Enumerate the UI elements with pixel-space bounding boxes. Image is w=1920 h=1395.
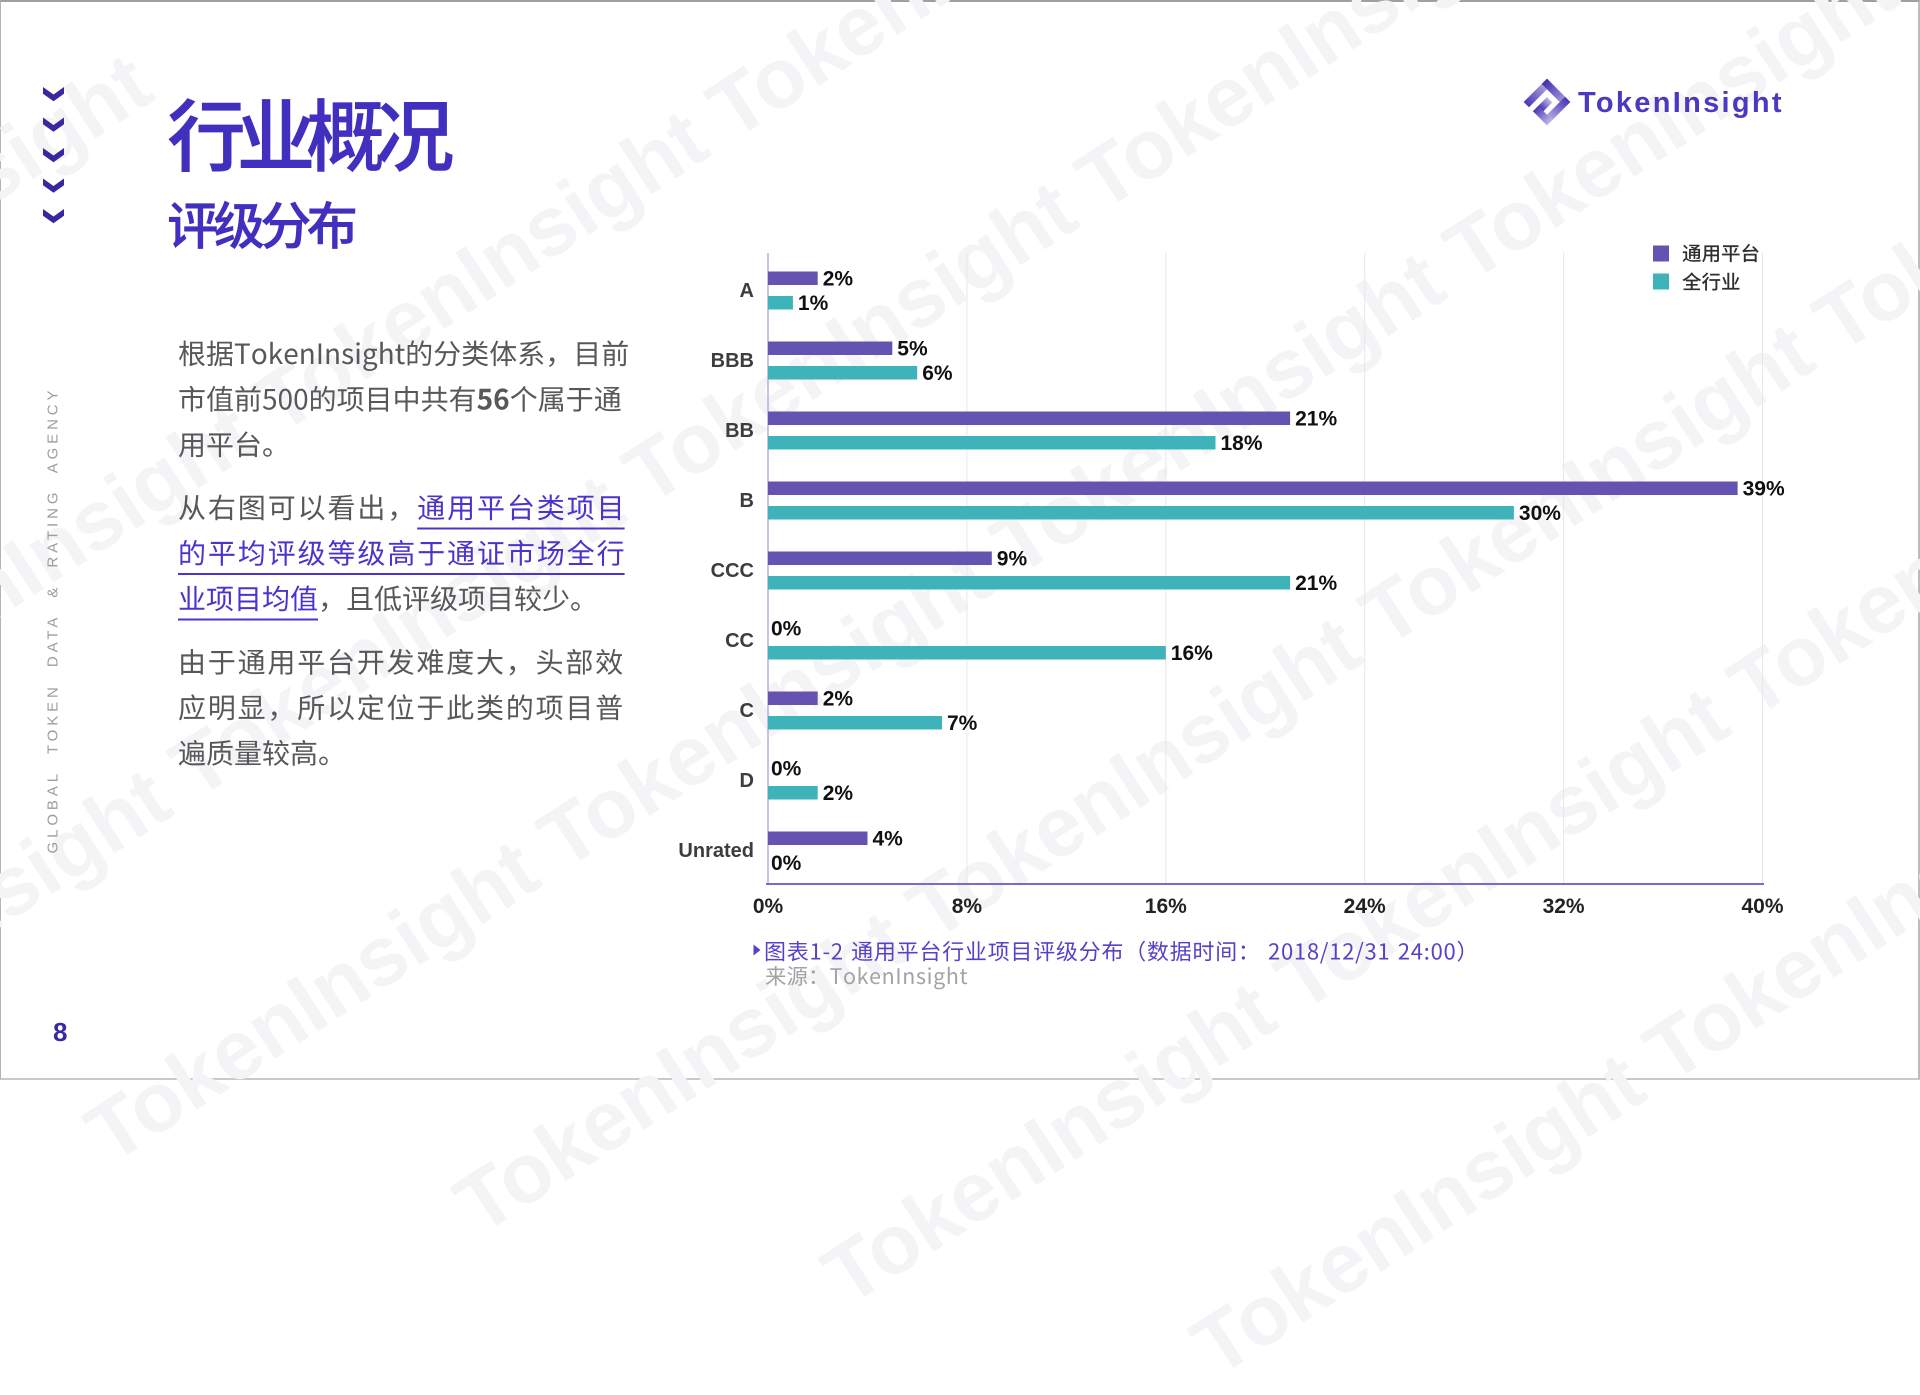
svg-text:0%: 0% <box>771 852 802 875</box>
svg-text:BBB: BBB <box>711 350 754 372</box>
svg-text:5%: 5% <box>897 338 928 361</box>
svg-text:CCC: CCC <box>711 560 754 582</box>
svg-text:24%: 24% <box>1344 895 1386 918</box>
svg-text:7%: 7% <box>947 712 978 735</box>
svg-text:2%: 2% <box>823 782 854 805</box>
svg-text:18%: 18% <box>1221 432 1263 455</box>
svg-text:21%: 21% <box>1295 572 1337 595</box>
svg-text:16%: 16% <box>1171 642 1213 665</box>
svg-text:A: A <box>740 280 754 302</box>
svg-text:9%: 9% <box>997 548 1028 571</box>
svg-text:B: B <box>740 490 754 512</box>
svg-text:32%: 32% <box>1543 895 1585 918</box>
svg-text:C: C <box>740 700 754 722</box>
svg-text:4%: 4% <box>873 828 904 851</box>
svg-text:Unrated: Unrated <box>678 840 754 862</box>
svg-text:39%: 39% <box>1743 478 1785 501</box>
svg-text:0%: 0% <box>753 895 784 918</box>
svg-text:16%: 16% <box>1145 895 1187 918</box>
svg-text:BB: BB <box>725 420 754 442</box>
svg-text:0%: 0% <box>771 758 802 781</box>
svg-text:2%: 2% <box>823 688 854 711</box>
svg-text:D: D <box>740 770 754 792</box>
svg-text:2%: 2% <box>823 268 854 291</box>
svg-text:CC: CC <box>725 630 754 652</box>
svg-text:30%: 30% <box>1519 502 1561 525</box>
svg-text:1%: 1% <box>798 292 829 315</box>
svg-text:8%: 8% <box>952 895 983 918</box>
svg-text:21%: 21% <box>1295 408 1337 431</box>
svg-text:6%: 6% <box>922 362 953 385</box>
svg-text:40%: 40% <box>1741 895 1783 918</box>
svg-text:0%: 0% <box>771 618 802 641</box>
